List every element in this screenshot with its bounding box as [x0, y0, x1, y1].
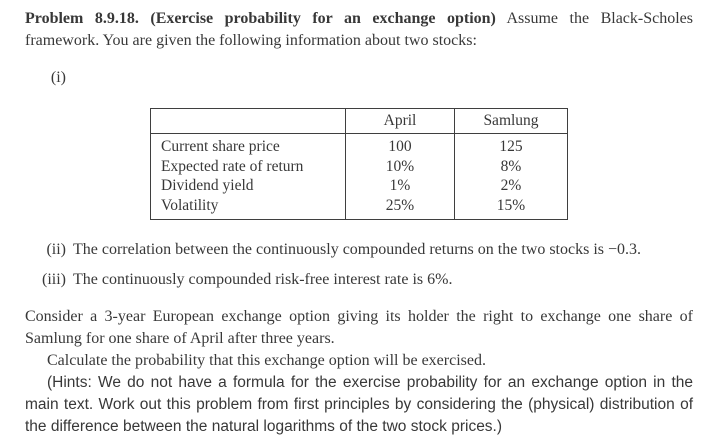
table-row: Volatility 25% 15% [150, 195, 568, 220]
row-label: Current share price [150, 133, 346, 157]
paragraph-hints: (Hints: We do not have a formula for the… [25, 374, 693, 435]
table-row: Expected rate of return 10% 8% [150, 156, 568, 176]
cell-april: 1% [345, 176, 455, 196]
stock-info-table: April Samlung Current share price 100 12… [150, 108, 568, 220]
table-header-empty [150, 108, 346, 134]
table-header-row: April Samlung [150, 108, 568, 134]
list-item-i-label: (i) [50, 69, 66, 86]
list-item-iii-text: The continuously compounded risk-free in… [73, 271, 453, 288]
list-item-i: (i) [25, 67, 693, 89]
list-item-iii-label: (iii) [42, 271, 66, 288]
table-header-april: April [345, 108, 455, 134]
cell-samlung: 2% [454, 176, 568, 196]
paragraph-calculate: Calculate the probability that this exch… [47, 352, 486, 369]
list-item-ii: (ii) The correlation between the continu… [25, 239, 693, 261]
cell-april: 100 [345, 133, 455, 157]
cell-samlung: 8% [454, 156, 568, 176]
paragraph-consider: Consider a 3-year European exchange opti… [25, 308, 693, 347]
table-header-samlung: Samlung [454, 108, 568, 134]
row-label: Volatility [150, 195, 346, 220]
problem-heading: Problem 8.9.18. (Exercise probability fo… [25, 10, 496, 27]
cell-samlung: 15% [454, 195, 568, 220]
list-item-ii-label: (ii) [46, 241, 66, 258]
problem-statement: Problem 8.9.18. (Exercise probability fo… [25, 8, 693, 52]
document-page: Problem 8.9.18. (Exercise probability fo… [25, 8, 693, 435]
cell-april: 10% [345, 156, 455, 176]
cell-april: 25% [345, 195, 455, 220]
problem-intro-text: Assume the Black-Scholes framework. You … [25, 10, 693, 49]
row-label: Dividend yield [150, 176, 346, 196]
list-item-iii: (iii) The continuously compounded risk-f… [25, 269, 693, 291]
cell-samlung: 125 [454, 133, 568, 157]
row-label: Expected rate of return [150, 156, 346, 176]
table-row: Dividend yield 1% 2% [150, 176, 568, 196]
stock-info-table-body: Current share price 100 125 Expected rat… [150, 133, 568, 220]
stock-info-table-header: April Samlung [150, 108, 568, 134]
table-row: Current share price 100 125 [150, 133, 568, 157]
list-item-ii-text: The correlation between the continuously… [73, 241, 642, 258]
